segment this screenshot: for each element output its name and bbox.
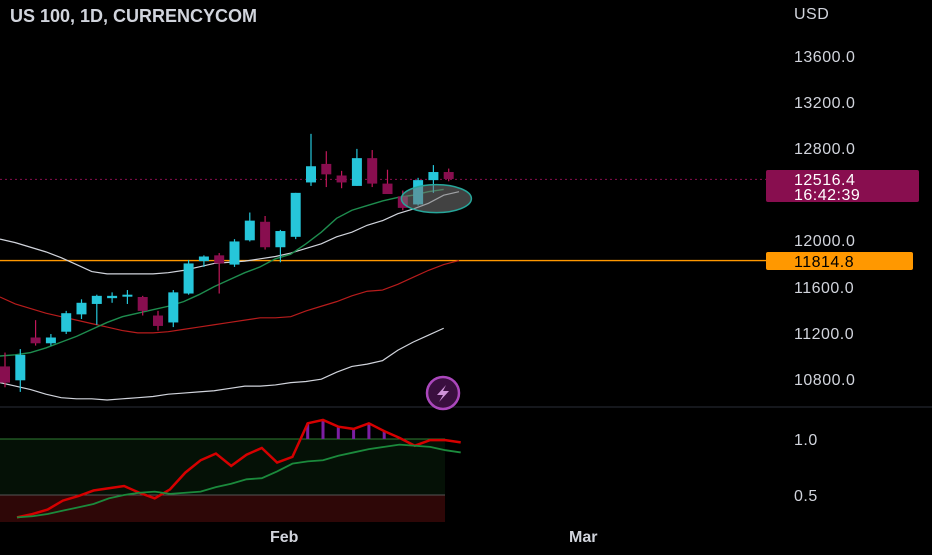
candle-body (336, 175, 347, 183)
candle-body (30, 337, 41, 344)
time-tick-mar: Mar (569, 529, 597, 546)
candle-body (61, 313, 72, 332)
level-price-label: 11814.8 (794, 254, 854, 271)
ma-green-line (0, 188, 444, 357)
candle-body (229, 241, 240, 265)
price-tick-12800: 12800.0 (794, 141, 855, 158)
price-tick-11600: 11600.0 (794, 280, 854, 297)
candle-body (45, 337, 56, 344)
level-badge: 11814.8 (766, 252, 913, 271)
price-axis[interactable]: 13600.0 13200.0 12800.0 12000.0 11600.0 … (794, 49, 855, 389)
candle-body (15, 354, 26, 381)
osc-tick-0-5: 0.5 (794, 488, 818, 505)
candle-body (260, 221, 271, 248)
candle-body (351, 158, 362, 186)
price-tick-13600: 13600.0 (794, 49, 855, 66)
chart-title: US 100, 1D, CURRENCYCOM (10, 6, 257, 26)
candle-body (198, 256, 209, 262)
candle-body (168, 292, 179, 323)
currency-label: USD (794, 6, 829, 23)
time-tick-feb: Feb (270, 529, 299, 546)
price-tick-10800: 10800.0 (794, 372, 855, 389)
current-price-badge: 12516.4 16:42:39 (766, 170, 919, 204)
candle-body (382, 183, 393, 195)
price-tick-11200: 11200.0 (794, 326, 854, 343)
price-tick-13200: 13200.0 (794, 95, 855, 112)
price-tick-12000: 12000.0 (794, 233, 855, 250)
highlight-ellipse (400, 183, 473, 214)
candle-body (76, 302, 87, 315)
lightning-badge[interactable] (425, 375, 461, 411)
lightning-icon (437, 385, 449, 402)
candle-body (244, 220, 255, 241)
candle-body (275, 231, 286, 248)
countdown-label: 16:42:39 (794, 187, 860, 204)
candle-body (367, 158, 378, 184)
candle-body (183, 263, 194, 294)
candle-body (122, 294, 133, 297)
candle-body (0, 366, 10, 383)
candle-body (214, 255, 225, 264)
candle-body (153, 315, 163, 326)
ma-red-line (0, 259, 460, 334)
candle-body (306, 166, 316, 183)
current-price-label: 12516.4 (794, 172, 855, 189)
candle-body (290, 192, 301, 237)
osc-tick-1: 1.0 (794, 432, 818, 449)
candles (0, 133, 473, 392)
candle-body (428, 172, 439, 181)
candle-body (321, 163, 332, 175)
oscillator-panel (0, 418, 461, 522)
candle-body (107, 295, 118, 299)
grid-layer (0, 178, 932, 408)
osc-red-line (16, 418, 461, 519)
candle-body (91, 295, 102, 304)
ma-lower-line (0, 327, 444, 401)
level-badge-bg (766, 252, 913, 270)
current-price-badge-bg (766, 170, 919, 202)
candle-body (443, 172, 454, 179)
osc-green-line (16, 443, 461, 519)
candle-body (137, 297, 148, 311)
